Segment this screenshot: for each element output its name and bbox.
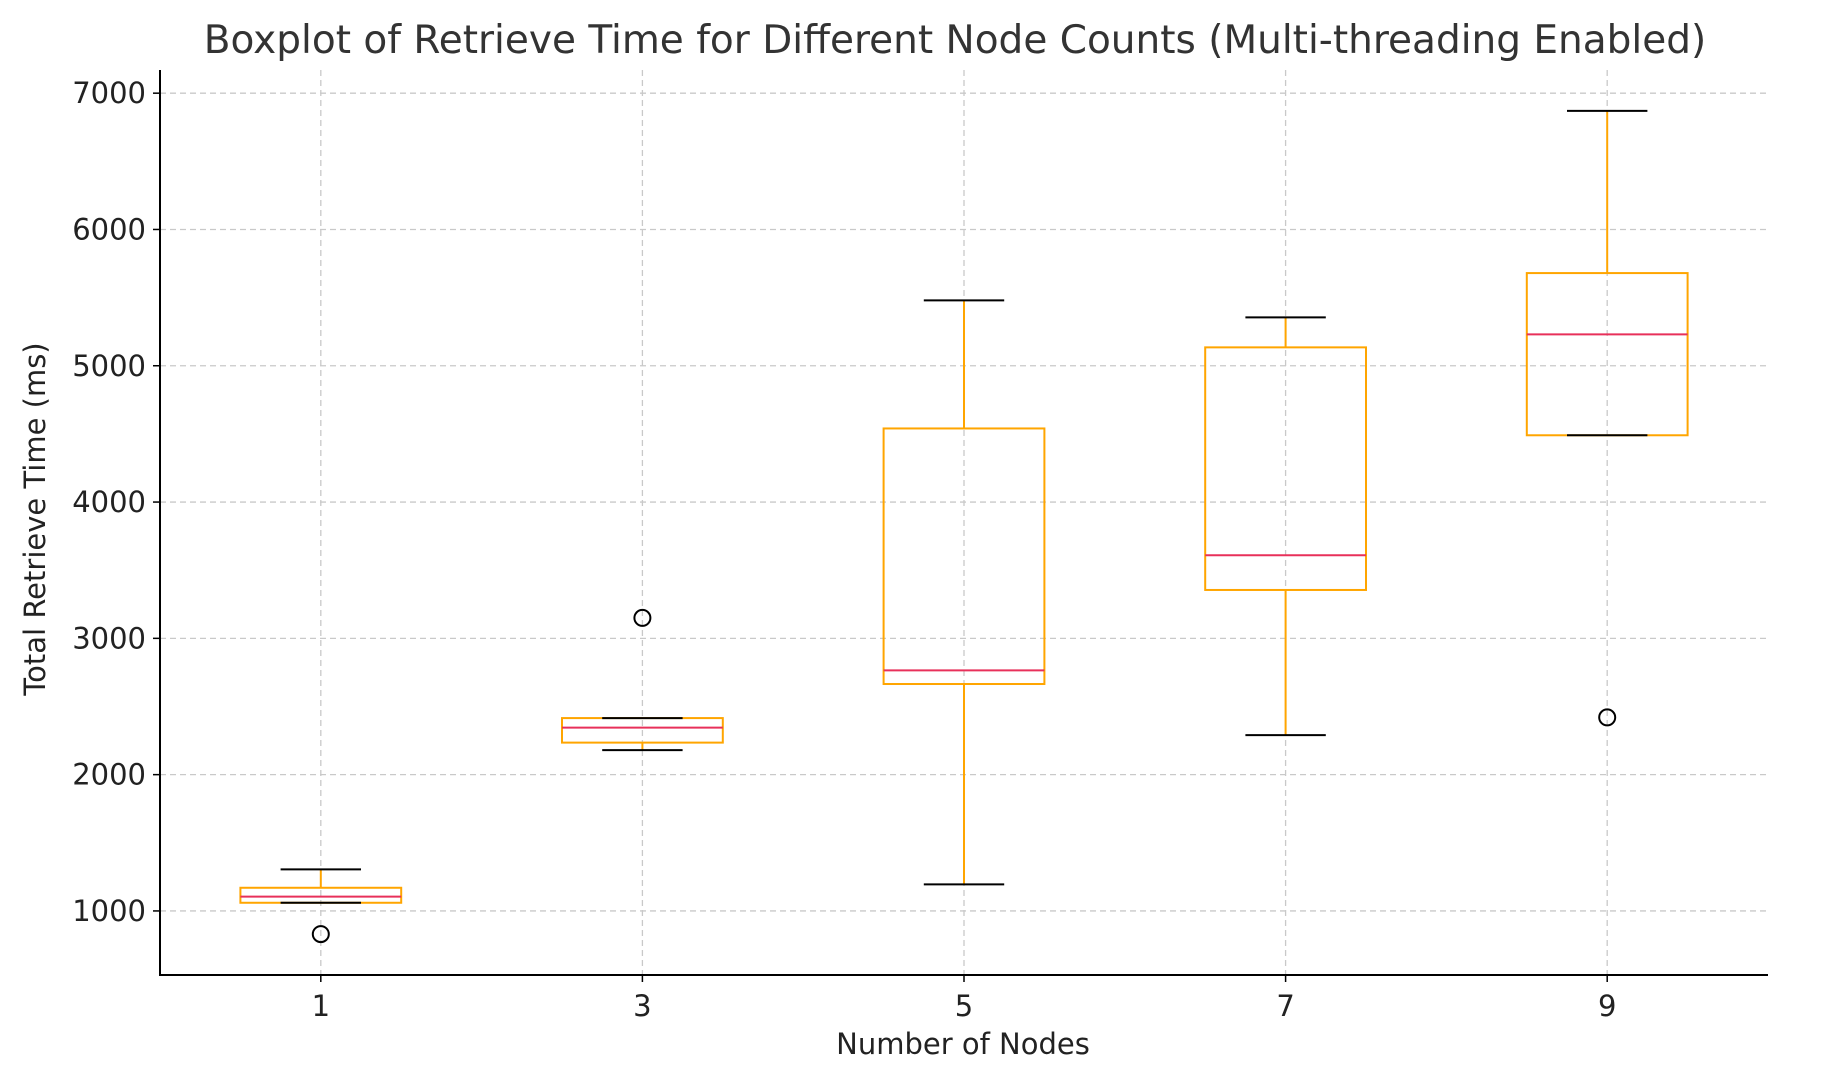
y-tick-label: 1000 <box>72 894 146 928</box>
x-tick-label: 5 <box>955 989 973 1023</box>
outlier-point <box>1598 708 1617 727</box>
y-tick-label: 2000 <box>72 758 146 792</box>
y-tick-label: 5000 <box>72 349 146 383</box>
outlier-point <box>633 608 652 627</box>
box-group <box>239 868 403 944</box>
x-tick-label: 3 <box>633 989 651 1023</box>
chart-title: Boxplot of Retrieve Time for Different N… <box>204 18 1706 63</box>
x-tick-label: 1 <box>312 989 330 1023</box>
axis-spines <box>159 70 1768 976</box>
iqr-box <box>1204 346 1367 591</box>
box-group <box>1525 109 1689 727</box>
y-tick-label: 7000 <box>72 76 146 110</box>
iqr-box <box>882 427 1046 686</box>
box-group <box>561 608 724 752</box>
outlier-point <box>311 925 330 944</box>
y-tick-label: 3000 <box>72 621 146 655</box>
x-tick-label: 7 <box>1276 989 1294 1023</box>
box-layer <box>239 109 1689 944</box>
x-axis-label: Number of Nodes <box>836 1027 1090 1061</box>
box-group <box>1204 316 1367 737</box>
y-tick-label: 6000 <box>72 212 146 246</box>
axis-layer: 1000 2000 3000 4000 5000 6000 7000 1 3 5 7 9 <box>72 70 1768 1023</box>
y-axis-label: Total Retrieve Time (ms) <box>18 342 52 696</box>
y-tick-label: 4000 <box>72 485 146 519</box>
box-group <box>882 299 1046 886</box>
x-tick-label: 9 <box>1598 989 1616 1023</box>
